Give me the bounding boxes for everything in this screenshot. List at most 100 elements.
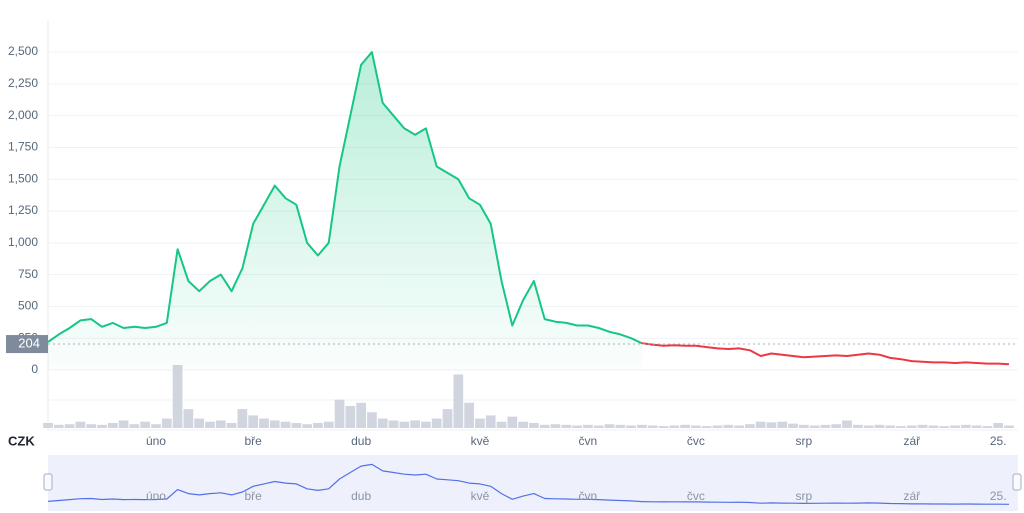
last-price-box (6, 335, 48, 354)
volume-bar (701, 426, 712, 428)
volume-bar (593, 425, 604, 428)
volume-bar (798, 424, 809, 428)
volume-bar (475, 418, 485, 428)
volume-bar (993, 422, 1004, 428)
volume-bar (658, 426, 669, 428)
volume-bar (97, 424, 107, 428)
navigator-background (48, 455, 1018, 511)
volume-bar (572, 425, 582, 428)
volume-bar (637, 424, 647, 428)
volume-bar (550, 424, 561, 428)
y-tick-label: 1,000 (8, 235, 38, 249)
volume-bar (723, 424, 734, 428)
last-price-label: 204 (18, 335, 40, 350)
volume-bar (896, 426, 906, 428)
x-tick-label: čvn (579, 434, 598, 448)
volume-bar (377, 418, 388, 428)
volume-bar (323, 421, 334, 428)
volume-bar (53, 424, 64, 428)
volume-bar (680, 424, 690, 428)
volume-bar (237, 409, 248, 428)
volume-bar (183, 409, 194, 428)
y-tick-label: 500 (18, 299, 38, 313)
volume-bar (777, 421, 788, 428)
navigator-label: čvn (579, 489, 598, 503)
volume-bar (842, 420, 852, 428)
volume-bar (950, 425, 960, 428)
y-tick-label: 0 (31, 362, 38, 376)
volume-bar (1004, 425, 1014, 428)
volume-bar (809, 425, 820, 428)
volume-bar (960, 424, 971, 428)
x-tick-label: úno (146, 434, 166, 448)
volume-bar (107, 422, 118, 428)
volume-bar (647, 425, 658, 428)
volume-bar (431, 418, 442, 428)
volume-bar (691, 425, 701, 428)
volume-bar (280, 421, 291, 428)
volume-bar (194, 418, 205, 428)
volume-bar (788, 423, 798, 428)
volume-bar (248, 415, 259, 428)
volume-bar (345, 405, 356, 428)
volume-bar (583, 424, 593, 428)
volume-bar (161, 418, 172, 428)
volume-bar (388, 420, 399, 428)
volume-bar (86, 424, 97, 428)
x-tick-label: zář (903, 434, 921, 448)
volume-bar (626, 425, 636, 428)
navigator-label: kvě (471, 489, 490, 503)
volume-bar (831, 424, 842, 428)
volume-bar (399, 421, 410, 428)
y-tick-label: 1,750 (8, 140, 38, 154)
volume-bar (269, 420, 280, 428)
navigator-handle (43, 473, 53, 491)
volume-bar (539, 424, 550, 428)
volume-bar (140, 421, 151, 428)
currency-label: CZK (8, 433, 35, 448)
volume-bar (734, 425, 744, 428)
navigator-label: bře (244, 489, 262, 503)
navigator-label: srp (796, 489, 813, 503)
volume-bar (64, 424, 75, 428)
volume-bar (820, 424, 831, 428)
volume-bar (291, 422, 302, 428)
volume-bar (410, 420, 420, 428)
volume-bar (226, 422, 237, 428)
volume-bar (496, 421, 507, 428)
volume-bar (939, 426, 950, 428)
price-line (641, 342, 1010, 366)
volume-bar (421, 421, 431, 428)
y-tick-label: 2,500 (8, 44, 38, 58)
navigator-line (47, 463, 642, 503)
volume-bar (367, 412, 377, 428)
volume-bar (863, 425, 874, 428)
price-area (48, 52, 642, 370)
x-tick-label: kvě (471, 434, 490, 448)
y-tick-label: 1,500 (8, 171, 38, 185)
volume-bar (561, 424, 572, 428)
volume-bar (334, 399, 345, 428)
volume-bar (442, 409, 453, 428)
volume-bar (453, 374, 464, 428)
y-tick-label: 2,250 (8, 76, 38, 90)
volume-bar (669, 425, 680, 428)
navigator-line (641, 501, 1010, 505)
volume-bar (205, 421, 215, 428)
navigator-label: zář (903, 489, 921, 503)
volume-bar (464, 402, 474, 428)
volume-bar (604, 424, 615, 428)
navigator-label: 25. (990, 489, 1007, 503)
x-tick-label: čvc (687, 434, 705, 448)
navigator-label: úno (146, 489, 166, 503)
volume-bar (118, 420, 129, 428)
volume-bar (529, 422, 539, 428)
y-tick-label: 2,000 (8, 108, 38, 122)
navigator-handle (1012, 473, 1022, 491)
volume-bar (313, 422, 323, 428)
y-tick-label: 1,250 (8, 203, 38, 217)
volume-bar (615, 424, 626, 428)
volume-bar (43, 422, 53, 428)
